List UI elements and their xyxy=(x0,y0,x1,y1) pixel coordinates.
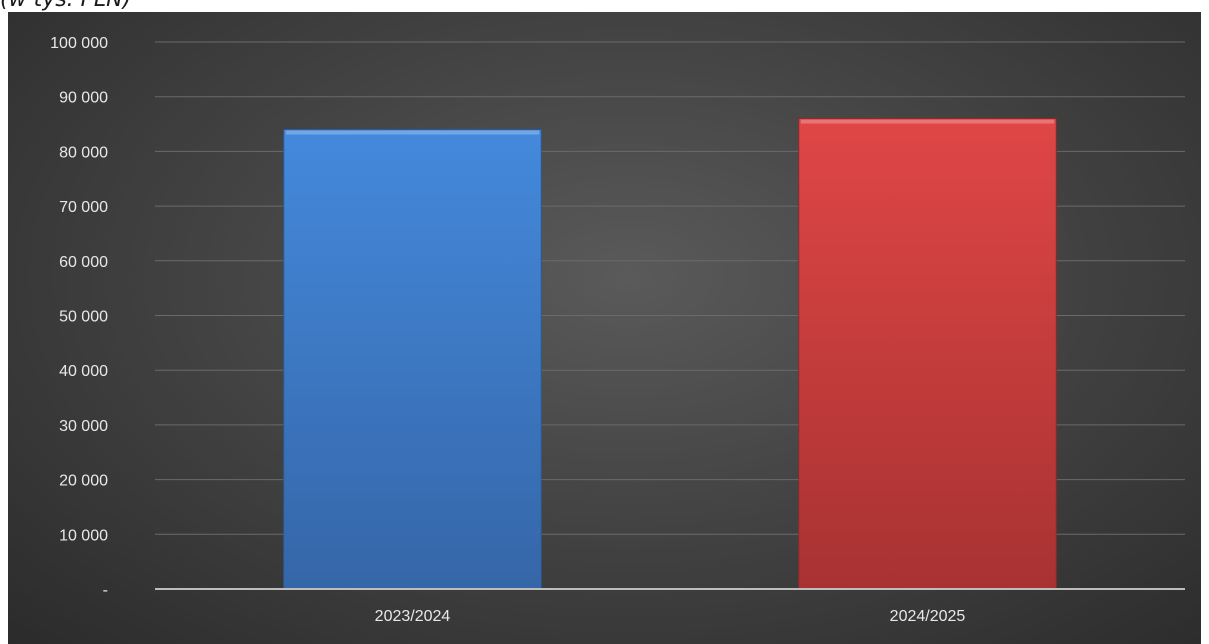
y-tick-label: 20 000 xyxy=(59,473,108,490)
bar-highlight xyxy=(800,119,1055,124)
x-tick-label: 2024/2025 xyxy=(890,608,966,625)
y-tick-label: 80 000 xyxy=(59,144,108,161)
y-tick-label: 50 000 xyxy=(59,309,108,326)
chart-caption: (w tys. PLN) xyxy=(0,0,131,13)
bars xyxy=(283,118,1057,590)
x-axis-tick-labels: 2023/2024 2024/2025 xyxy=(375,608,966,625)
y-tick-label: 60 000 xyxy=(59,254,108,271)
bar-2024-2025 xyxy=(798,118,1057,590)
y-tick-label: - xyxy=(103,582,108,599)
x-tick-label: 2023/2024 xyxy=(375,608,451,625)
y-tick-label: 10 000 xyxy=(59,527,108,544)
y-tick-label: 70 000 xyxy=(59,199,108,216)
y-tick-label: 40 000 xyxy=(59,363,108,380)
bar-chart: - 10 000 20 000 30 000 40 000 50 000 60 000 70 … xyxy=(50,35,1185,625)
bar-highlight xyxy=(285,130,540,135)
y-axis-tick-labels: - 10 000 20 000 30 000 40 000 50 000 60 000 70 … xyxy=(50,35,108,599)
y-tick-label: 100 000 xyxy=(50,35,108,52)
y-tick-label: 90 000 xyxy=(59,90,108,107)
bar-2023-2024 xyxy=(283,129,542,590)
y-tick-label: 30 000 xyxy=(59,418,108,435)
chart-panel: - 10 000 20 000 30 000 40 000 50 000 60 000 70 … xyxy=(8,12,1201,644)
